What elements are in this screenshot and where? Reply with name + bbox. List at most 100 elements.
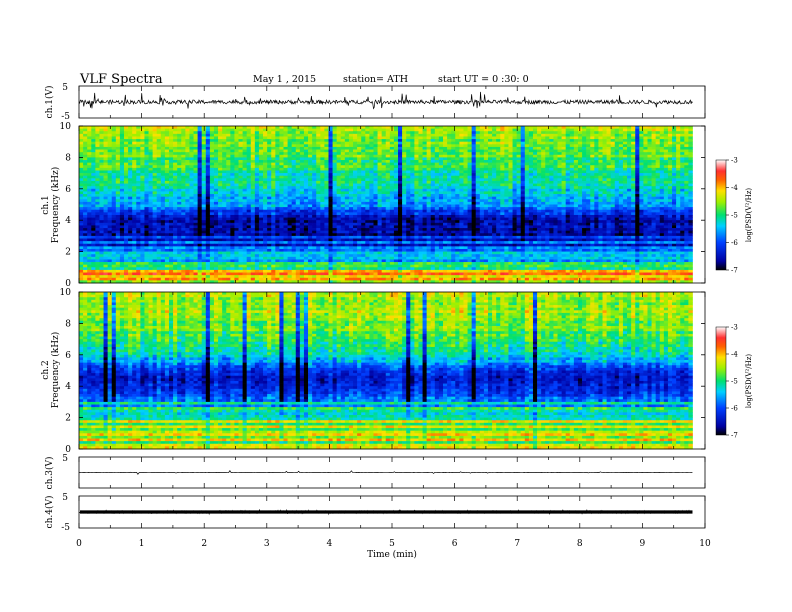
ch1-spectrogram-cell xyxy=(631,133,636,137)
ch1-spectrogram-cell xyxy=(263,170,268,174)
ch1-spectrogram-cell xyxy=(688,141,693,145)
ch1-spectrogram-cell xyxy=(230,126,235,129)
ch1-spectrogram-cell xyxy=(119,201,125,205)
ch1-spectrogram-cell xyxy=(463,183,468,187)
ch1-spectrogram-cell xyxy=(418,170,423,174)
ch1-spectrogram-cell xyxy=(91,212,96,216)
ch1-spectrogram-cell xyxy=(590,207,595,211)
ch1-spectrogram-cell xyxy=(602,128,607,132)
ch1-spectrogram-cell xyxy=(234,154,239,158)
ch1-spectrogram-cell xyxy=(271,149,276,153)
ch1-spectrogram-cell xyxy=(577,194,583,197)
ch1-spectrogram-cell xyxy=(479,186,485,190)
ch1-spectrogram-cell xyxy=(508,207,513,211)
ch1-spectrogram-cell xyxy=(443,160,448,163)
ch1-spectrogram-cell xyxy=(537,146,542,150)
ch1-spectrogram-cell xyxy=(177,178,182,182)
ch1-spectrogram-cell xyxy=(230,144,235,148)
ch1-spectrogram-cell xyxy=(545,170,550,174)
ch1-spectrogram-cell xyxy=(308,144,313,148)
ch1-spectrogram-cell xyxy=(103,131,108,135)
ch1-spectrogram-cell xyxy=(582,180,587,184)
ch1-spectrogram-cell xyxy=(361,154,366,158)
ch1-spectrogram-cell xyxy=(95,131,100,135)
ch1-spectrogram-cell xyxy=(152,152,158,156)
ch1-spectrogram-cell xyxy=(299,141,305,145)
ch1-spectrogram-cell xyxy=(344,152,350,156)
ch1-spectrogram-cell xyxy=(684,154,689,158)
ch1-spectrogram-cell xyxy=(406,199,411,203)
ch1-spectrogram-cell xyxy=(83,167,88,171)
ch1-spectrogram-cell xyxy=(667,170,673,174)
ch1-spectrogram-cell xyxy=(463,133,468,137)
ch1-spectrogram-cell xyxy=(504,128,509,132)
ch1-spectrogram-cell xyxy=(344,128,350,132)
ch1-spectrogram-cell xyxy=(324,144,329,148)
ch1-spectrogram-cell xyxy=(426,149,432,153)
ch1-spectrogram-cell xyxy=(107,180,113,184)
ch1-spectrogram-cell xyxy=(148,165,153,169)
ch1-spectrogram-cell xyxy=(447,126,452,129)
ch1-spectrogram-cell xyxy=(234,146,239,150)
ch1-spectrogram-cell xyxy=(582,191,587,195)
ch1-spectrogram-cell xyxy=(455,133,460,137)
ch1-spectrogram-cell xyxy=(430,183,436,187)
ch1-spectrogram-cell xyxy=(152,173,158,177)
ch1-spectrogram-cell xyxy=(295,183,301,187)
ch1-spectrogram-cell xyxy=(422,126,427,129)
ch1-spectrogram-cell xyxy=(622,175,628,179)
ch1-spectrogram-cell xyxy=(316,152,321,156)
ch1-spectrogram-cell xyxy=(398,128,403,132)
ch1-spectrogram-cell xyxy=(496,191,501,195)
ch1-spectrogram-cell xyxy=(496,194,501,197)
ch1-spectrogram-cell xyxy=(524,136,530,140)
ch1-spectrogram-cell xyxy=(348,204,354,208)
ch1-spectrogram-cell xyxy=(189,141,194,145)
ch1-spectrogram-cell xyxy=(553,191,558,195)
ch1-spectrogram-cell xyxy=(181,186,186,190)
ch1-spectrogram-cell xyxy=(258,141,264,145)
ch1-spectrogram-cell xyxy=(565,160,571,163)
ch1-spectrogram-cell xyxy=(377,162,382,166)
ch1-spectrogram-cell xyxy=(79,136,84,140)
ch1-spectrogram-cell xyxy=(487,136,493,140)
ch1-spectrogram-cell xyxy=(532,170,538,174)
ch1-spectrogram-cell xyxy=(271,154,276,158)
ch1-spectrogram-cell xyxy=(83,139,88,143)
ch1-spectrogram-cell xyxy=(381,207,387,211)
ch1-spectrogram-cell xyxy=(606,128,612,132)
ch1-spectrogram-cell xyxy=(222,160,227,163)
ch1-spectrogram-cell xyxy=(205,212,211,216)
ch1-spectrogram-cell xyxy=(230,188,235,192)
ch1-spectrogram-cell xyxy=(643,131,648,135)
ch1-spectrogram-cell xyxy=(410,162,415,166)
ch1-spectrogram-cell xyxy=(107,160,113,163)
ch1-spectrogram-cell xyxy=(398,131,403,135)
ch1-spectrogram-cell xyxy=(316,126,321,129)
ch1-spectrogram-cell xyxy=(168,180,174,184)
ch1-spectrogram-cell xyxy=(222,136,227,140)
ch1-spectrogram-cell xyxy=(447,139,452,143)
ch1-spectrogram-cell xyxy=(173,141,178,145)
ch1-spectrogram-cell xyxy=(83,146,88,150)
ch1-spectrogram-cell xyxy=(377,126,382,129)
ch1-spectrogram-cell xyxy=(471,157,477,161)
ch1-spectrogram-cell xyxy=(263,157,268,161)
ch1-spectrogram-cell xyxy=(639,183,644,187)
ch1-spectrogram-cell xyxy=(602,188,607,192)
ch1-spectrogram-cell xyxy=(128,154,133,158)
ch1-spectrogram-cell xyxy=(128,146,133,150)
ch1-spectrogram-cell xyxy=(336,170,342,174)
ch1-spectrogram-cell xyxy=(193,196,198,200)
ch1-spectrogram-cell xyxy=(238,173,243,177)
ch1-spectrogram-cell xyxy=(299,154,305,158)
ch1-spectrogram-cell xyxy=(177,173,182,177)
ch1-spectrogram-cell xyxy=(83,131,88,135)
ch1-spectrogram-cell xyxy=(377,128,382,132)
ch1-spectrogram-cell xyxy=(594,204,599,208)
ch1-spectrogram-cell xyxy=(590,183,595,187)
ch1-spectrogram-cell xyxy=(422,194,427,197)
ch1-spectrogram-cell xyxy=(455,160,460,163)
ch1-spectrogram-cell xyxy=(410,196,415,200)
ch1-spectrogram-cell xyxy=(242,133,248,137)
